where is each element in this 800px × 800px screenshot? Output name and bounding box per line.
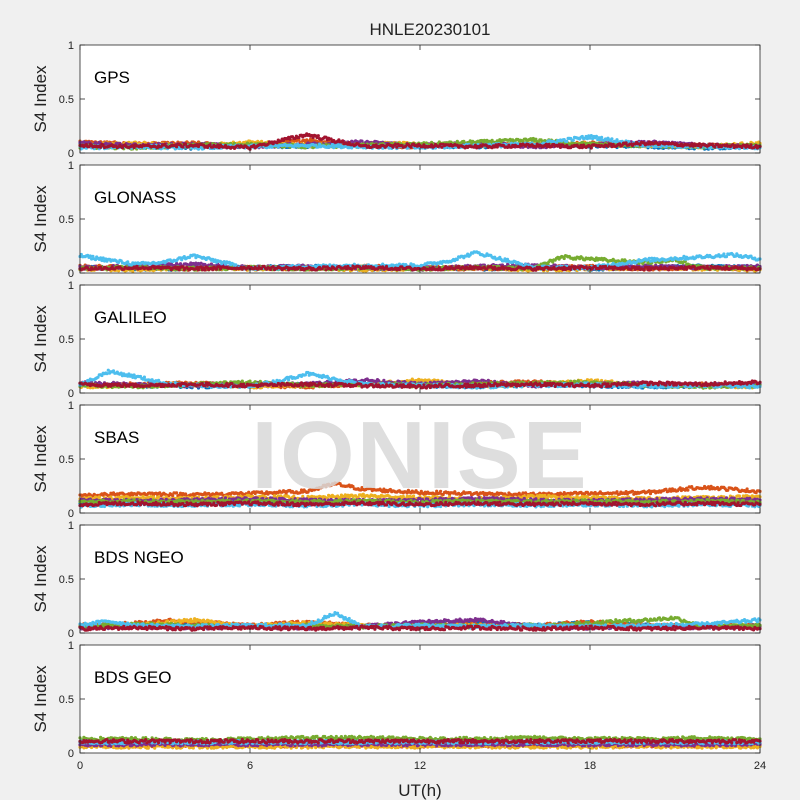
- data-point: [610, 137, 614, 141]
- data-point: [316, 134, 320, 138]
- data-point: [99, 145, 103, 149]
- data-point: [565, 139, 569, 143]
- data-point: [600, 135, 604, 139]
- y-tick-label: 1: [68, 40, 74, 52]
- data-point: [571, 138, 575, 142]
- y-tick-label: 0: [68, 148, 74, 160]
- plot-area: [80, 45, 760, 153]
- data-point: [131, 269, 135, 273]
- y-axis-label: S4 Index: [31, 65, 50, 133]
- panel-label: GPS: [94, 68, 130, 87]
- y-tick-label: 0.5: [59, 94, 74, 106]
- panel-gps: 0 0.5 1 S4 Index GPS: [31, 40, 762, 160]
- data-point: [341, 139, 345, 143]
- chart-title: HNLE20230101: [370, 20, 491, 39]
- data-point: [749, 143, 753, 147]
